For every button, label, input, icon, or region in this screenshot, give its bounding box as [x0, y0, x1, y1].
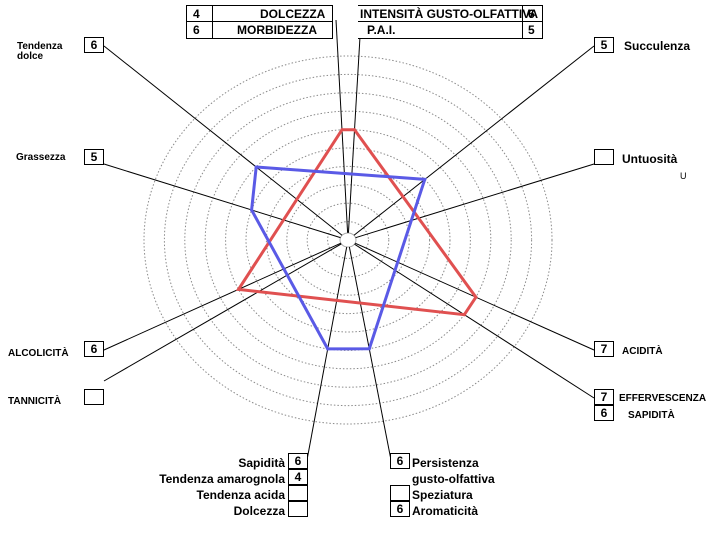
radar-ring-3: [286, 184, 410, 296]
radar-rings: [143, 55, 553, 425]
tannicita-label: TANNICITÀ: [8, 396, 62, 407]
radar-ring-5: [245, 147, 451, 333]
intensita-label: INTENSITÀ GUSTO-OLFATTIVA: [360, 7, 538, 21]
persistenza-label-1: Persistenza: [412, 456, 479, 470]
succulenza-label: Succulenza: [624, 39, 691, 53]
alcolicita-label: ALCOLICITÀ: [8, 348, 69, 359]
spoke-sapidita: [306, 247, 348, 461]
spoke-tendenza_dolce: [103, 45, 343, 236]
aromaticita-label: Aromaticità: [412, 504, 479, 518]
grassezza-label: Grassezza: [16, 152, 66, 163]
bl-box-3: [288, 501, 308, 517]
series-blue-point-sapidita: [326, 347, 330, 351]
series-red-point-alcolicita: [237, 287, 240, 291]
pai-label: P.A.I.: [367, 23, 396, 37]
sapidita-right-box: 6: [594, 405, 614, 421]
spoke-grassezza: [103, 163, 341, 239]
untuosita-suffix: U: [680, 171, 687, 181]
series-blue-polygon: [250, 165, 427, 351]
tendenza-dolce-label-2: dolce: [17, 51, 44, 62]
radar-ring-8: [184, 92, 512, 388]
radar-ring-1: [327, 221, 369, 259]
tendenza-dolce-box: 6: [84, 37, 104, 53]
persistenza-label-2: gusto-olfattiva: [412, 472, 495, 486]
radar-spokes: [103, 19, 595, 461]
bl-box-1: 4: [288, 469, 308, 485]
bl-box-2: [288, 485, 308, 501]
bl-box-0: 6: [288, 453, 308, 469]
series-red-point-effervescenza: [462, 313, 466, 317]
radar-ring-6: [225, 129, 471, 351]
top-left-table-divider: [186, 21, 333, 22]
spoke-intensita: [347, 19, 362, 233]
tendenza-dolce-label-1: Tendenza: [17, 41, 63, 52]
series-red-point-intensita: [353, 128, 356, 132]
radar-center: [339, 232, 357, 248]
radar-ring-2: [306, 202, 390, 278]
persistenza-box: 6: [390, 453, 410, 469]
spoke-effervescenza: [354, 243, 595, 399]
intensita-value: 6: [528, 7, 535, 21]
succulenza-box: 5: [594, 37, 614, 53]
top-left-table: [186, 5, 333, 39]
dolcezza-top-value: 4: [193, 7, 200, 21]
series-blue-point-succulenza: [423, 177, 427, 181]
acidita-label: ACIDITÀ: [622, 346, 663, 357]
radar-ring-4: [265, 165, 431, 315]
morbidezza-label: MORBIDEZZA: [237, 23, 317, 37]
spoke-untuosita: [355, 163, 595, 239]
series-blue-point-tendenza_dolce: [254, 165, 258, 169]
series-red-point-morbidezza: [340, 128, 344, 132]
series-red-polygon: [235, 128, 478, 317]
radar-series: [235, 128, 478, 351]
pai-value: 5: [528, 23, 535, 37]
top-left-table-col: [212, 5, 213, 39]
series-blue-point-persistenza: [367, 347, 371, 351]
sapidita-right-label: SAPIDITÀ: [628, 410, 675, 421]
speziatura-label: Speziatura: [412, 488, 473, 502]
effervescenza-label: EFFERVESCENZA: [619, 393, 707, 404]
radar-ring-10: [143, 55, 553, 425]
bl-label-0: Sapidità: [238, 456, 285, 470]
effervescenza-box: 7: [594, 389, 614, 405]
untuosita-label: Untuosità: [622, 152, 678, 166]
acidita-box: 7: [594, 341, 614, 357]
series-blue-point-grassezza: [250, 208, 254, 212]
spoke-succulenza: [353, 45, 595, 236]
tannicita-box: [84, 389, 104, 405]
grassezza-box: 5: [84, 149, 104, 165]
spoke-alcolicita: [103, 242, 342, 351]
speziatura-box: [390, 485, 410, 501]
series-red-point-acidita: [474, 295, 478, 299]
untuosita-box: [594, 149, 614, 165]
top-right-table-col: [522, 5, 523, 39]
top-right-table: [358, 5, 543, 39]
alcolicita-box: 6: [84, 341, 104, 357]
bl-label-3: Dolcezza: [233, 504, 285, 518]
spoke-morbidezza: [335, 19, 349, 233]
bl-label-2: Tendenza acida: [196, 488, 285, 502]
top-right-table-divider: [358, 21, 543, 22]
aromaticita-box: 6: [390, 501, 410, 517]
bl-label-1: Tendenza amarognola: [159, 472, 285, 486]
dolcezza-top-label: DOLCEZZA: [260, 7, 326, 21]
radar-ring-7: [204, 110, 492, 370]
spoke-tannicita: [103, 243, 342, 382]
morbidezza-value: 6: [193, 23, 200, 37]
spoke-persistenza: [348, 246, 392, 461]
radar-ring-9: [163, 73, 533, 407]
